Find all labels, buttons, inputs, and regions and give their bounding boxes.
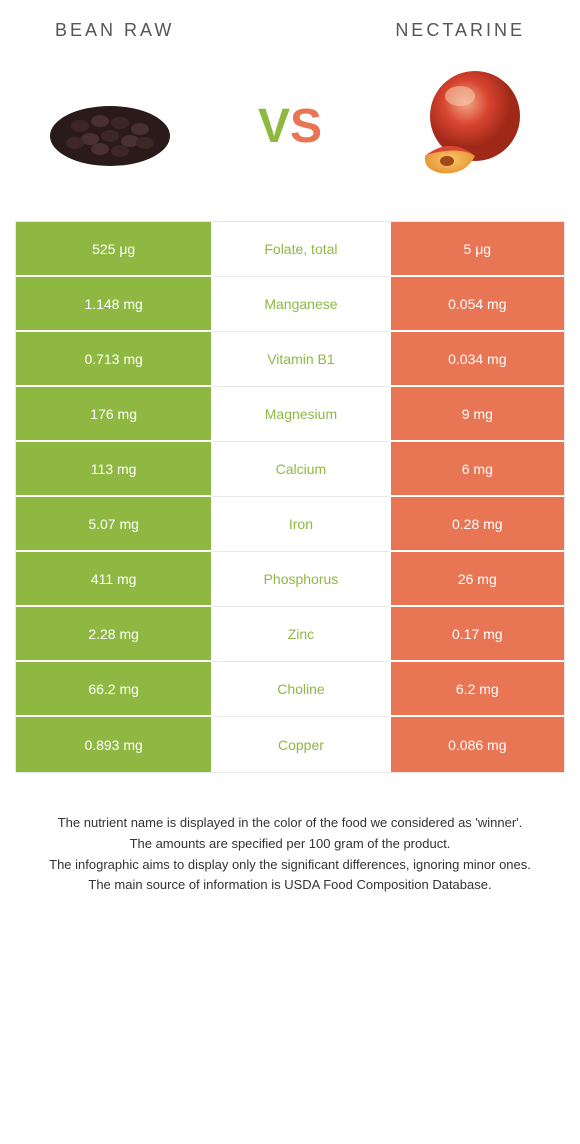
bean-icon [40, 81, 180, 171]
nutrient-label: Folate, total [213, 222, 388, 277]
right-value: 0.086 mg [389, 717, 564, 772]
left-value: 0.893 mg [16, 717, 213, 772]
footer-line-3: The infographic aims to display only the… [25, 855, 555, 876]
left-food-image [35, 61, 185, 191]
table-row: 5.07 mgIron0.28 mg [16, 497, 564, 552]
table-row: 113 mgCalcium6 mg [16, 442, 564, 497]
left-value: 66.2 mg [16, 662, 213, 717]
left-value: 5.07 mg [16, 497, 213, 552]
right-value: 0.054 mg [389, 277, 564, 332]
footer-line-4: The main source of information is USDA F… [25, 875, 555, 896]
right-value: 6 mg [389, 442, 564, 497]
right-value: 9 mg [389, 387, 564, 442]
table-row: 66.2 mgCholine6.2 mg [16, 662, 564, 717]
left-value: 176 mg [16, 387, 213, 442]
footer-notes: The nutrient name is displayed in the co… [15, 813, 565, 896]
table-row: 176 mgMagnesium9 mg [16, 387, 564, 442]
left-value: 525 μg [16, 222, 213, 277]
left-value: 411 mg [16, 552, 213, 607]
right-value: 5 μg [389, 222, 564, 277]
footer-line-1: The nutrient name is displayed in the co… [25, 813, 555, 834]
table-row: 0.893 mgCopper0.086 mg [16, 717, 564, 772]
header: BEAN RAW NECTARINE [15, 20, 565, 41]
table-row: 1.148 mgManganese0.054 mg [16, 277, 564, 332]
left-food-title: BEAN RAW [15, 20, 174, 41]
left-value: 1.148 mg [16, 277, 213, 332]
nutrient-label: Copper [213, 717, 388, 772]
right-value: 0.28 mg [389, 497, 564, 552]
left-value: 113 mg [16, 442, 213, 497]
left-value: 2.28 mg [16, 607, 213, 662]
table-row: 411 mgPhosphorus26 mg [16, 552, 564, 607]
nutrient-label: Phosphorus [213, 552, 388, 607]
nutrient-label: Manganese [213, 277, 388, 332]
nutrient-label: Calcium [213, 442, 388, 497]
right-food-title: NECTARINE [395, 20, 565, 41]
right-value: 6.2 mg [389, 662, 564, 717]
footer-line-2: The amounts are specified per 100 gram o… [25, 834, 555, 855]
left-value: 0.713 mg [16, 332, 213, 387]
nutrient-label: Iron [213, 497, 388, 552]
nutrient-label: Choline [213, 662, 388, 717]
nectarine-icon [405, 61, 535, 191]
vs-s-letter: S [290, 100, 322, 153]
table-row: 525 μgFolate, total5 μg [16, 222, 564, 277]
nutrient-table: 525 μgFolate, total5 μg1.148 mgManganese… [15, 221, 565, 773]
right-food-image [395, 61, 545, 191]
table-row: 2.28 mgZinc0.17 mg [16, 607, 564, 662]
right-value: 0.034 mg [389, 332, 564, 387]
nutrient-label: Magnesium [213, 387, 388, 442]
vs-label: VS [258, 99, 322, 154]
nutrient-label: Zinc [213, 607, 388, 662]
images-row: VS [15, 61, 565, 191]
vs-v-letter: V [258, 100, 290, 153]
table-row: 0.713 mgVitamin B10.034 mg [16, 332, 564, 387]
right-value: 26 mg [389, 552, 564, 607]
right-value: 0.17 mg [389, 607, 564, 662]
nutrient-label: Vitamin B1 [213, 332, 388, 387]
